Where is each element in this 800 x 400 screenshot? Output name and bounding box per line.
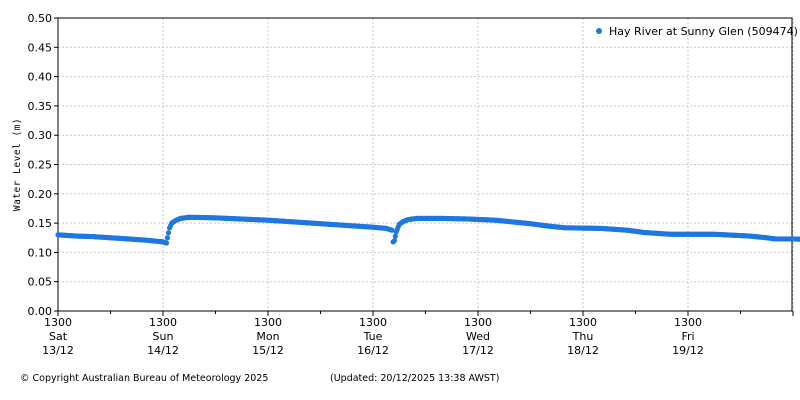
y-tick-label: 0.30 (28, 129, 53, 142)
x-tick-label: 16/12 (357, 344, 389, 357)
x-tick-label: Fri (681, 330, 694, 343)
x-tick-label: Sun (153, 330, 174, 343)
x-tick-label: 1300 (569, 316, 597, 329)
x-tick-label: 15/12 (252, 344, 284, 357)
x-tick-label: 1300 (254, 316, 282, 329)
data-point (391, 238, 398, 244)
x-tick-label: 1300 (149, 316, 177, 329)
y-axis-label: Water Level (m) (12, 118, 23, 211)
legend-marker (596, 28, 602, 34)
data-point (165, 230, 172, 236)
x-tick-label: Wed (466, 330, 490, 343)
x-tick-label: 1300 (464, 316, 492, 329)
x-tick-label: 18/12 (567, 344, 599, 357)
y-tick-label: 0.20 (28, 188, 53, 201)
x-tick-label: 1300 (359, 316, 387, 329)
x-tick-label: 1300 (674, 316, 702, 329)
data-point (389, 227, 395, 233)
y-tick-label: 0.15 (28, 217, 53, 230)
data-point (392, 233, 398, 239)
plot-area (58, 18, 792, 311)
y-tick-label: 0.25 (28, 159, 53, 172)
x-tick-label: 17/12 (462, 344, 494, 357)
data-point (163, 240, 170, 246)
data-point (164, 235, 170, 241)
x-tick-label: Sat (49, 330, 68, 343)
y-tick-label: 0.45 (28, 41, 53, 54)
y-tick-label: 0.00 (28, 305, 53, 318)
y-tick-label: 0.05 (28, 276, 53, 289)
x-tick-label: Tue (363, 330, 383, 343)
updated-text: (Updated: 20/12/2025 13:38 AWST) (330, 373, 500, 384)
x-tick-label: Thu (572, 330, 594, 343)
x-tick-label: 14/12 (147, 344, 179, 357)
y-tick-label: 0.40 (28, 71, 53, 84)
legend-label: Hay River at Sunny Glen (509474) (609, 25, 798, 38)
x-tick-label: 13/12 (42, 344, 74, 357)
y-tick-label: 0.50 (28, 12, 53, 25)
plot-frame (57, 17, 793, 312)
copyright-text: © Copyright Australian Bureau of Meteoro… (20, 373, 269, 384)
y-tick-label: 0.35 (28, 100, 53, 113)
x-tick-label: 19/12 (672, 344, 704, 357)
x-tick-label: 1300 (44, 316, 72, 329)
y-tick-label: 0.10 (28, 246, 53, 259)
x-tick-label: Mon (256, 330, 279, 343)
